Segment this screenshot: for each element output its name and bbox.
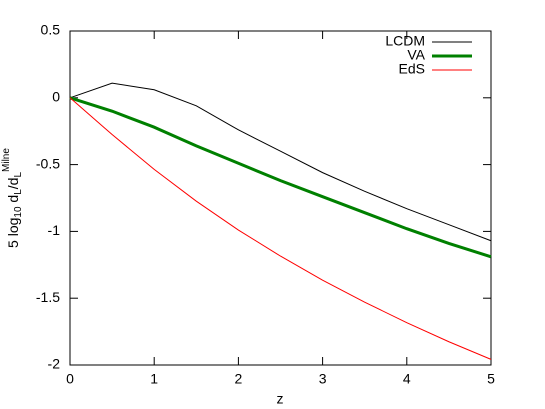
y-tick-label: 0 [52,89,60,105]
x-tick-label: 4 [403,371,411,387]
x-tick-label: 3 [319,371,327,387]
legend-label: EdS [399,61,425,77]
legend-label: LCDM [385,33,425,49]
y-tick-label: -1 [48,222,61,238]
x-axis-label: z [277,391,284,407]
y-tick-label: -0.5 [36,155,60,171]
legend-label: VA [407,47,425,63]
y-axis-label-part: d [5,195,21,207]
y-axis-label-part: Milne [1,148,12,172]
y-axis-label-part: 5 log [5,218,21,248]
x-tick-label: 5 [487,371,495,387]
y-tick-label: -1.5 [36,289,60,305]
series-line [69,97,492,360]
y-axis-label-part: 10 [13,206,24,218]
series-line [69,82,492,242]
y-axis-label-part: /d [5,178,21,190]
x-tick-label: 2 [235,371,243,387]
y-axis-label-part: L [13,189,24,195]
x-tick-label: 0 [66,371,74,387]
series-line [69,96,492,259]
y-tick-label: -2 [48,356,61,372]
plot-border [69,30,492,366]
y-axis-label: 5 log10 dL/dLMilne [1,148,24,248]
y-axis-label-part: L [13,172,24,178]
x-tick-label: 1 [150,371,158,387]
y-tick-label: 0.5 [41,22,61,38]
